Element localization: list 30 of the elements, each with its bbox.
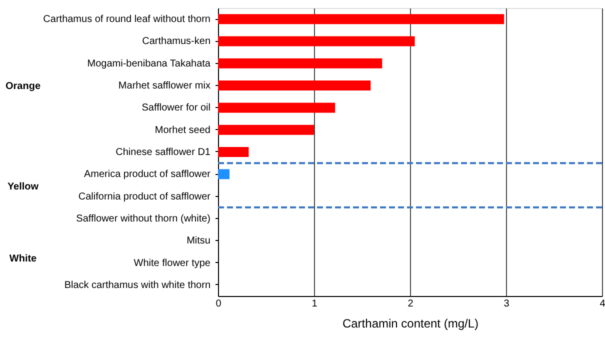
x-axis-title: Carthamin content (mg/L): [342, 316, 479, 330]
y-tick-label: California product of safflower: [78, 191, 212, 202]
y-tick-label: Morhet seed: [154, 124, 210, 136]
x-tick-label: 3: [504, 298, 510, 310]
y-tick-label: Marhet safflower mix: [118, 80, 210, 92]
y-tick-label: Carthamus-ken: [142, 36, 210, 48]
bar: [218, 36, 415, 46]
bar: [218, 169, 230, 180]
y-tick-label: White flower type: [134, 258, 211, 269]
bar: [218, 58, 382, 68]
bar: [218, 147, 249, 157]
x-tick-label: 0: [216, 298, 222, 310]
bar: [218, 124, 314, 135]
y-tick-label: Chinese safflower D1: [116, 147, 211, 158]
text: Yellow: [7, 182, 39, 193]
text: White: [9, 254, 38, 265]
y-tick-label: Mitsu: [186, 236, 210, 247]
y-tick-label: Black carthamus with white thorn: [64, 280, 210, 291]
bar: [218, 80, 371, 91]
y-tick-label: Carthamus of round leaf without thorn: [43, 14, 210, 26]
bar: [218, 102, 336, 113]
text: Orange: [5, 80, 41, 92]
bar: [218, 14, 504, 24]
y-tick-label: Safflower for oil: [142, 102, 210, 114]
x-tick-label: 1: [312, 298, 318, 310]
y-tick-label: Safflower without thorn (white): [76, 213, 210, 224]
x-tick-label: 2: [408, 298, 414, 310]
y-tick-label: America product of safflower: [84, 169, 212, 180]
x-tick-label: 4: [600, 298, 605, 310]
y-tick-label: Mogami-benibana Takahata: [87, 58, 211, 70]
